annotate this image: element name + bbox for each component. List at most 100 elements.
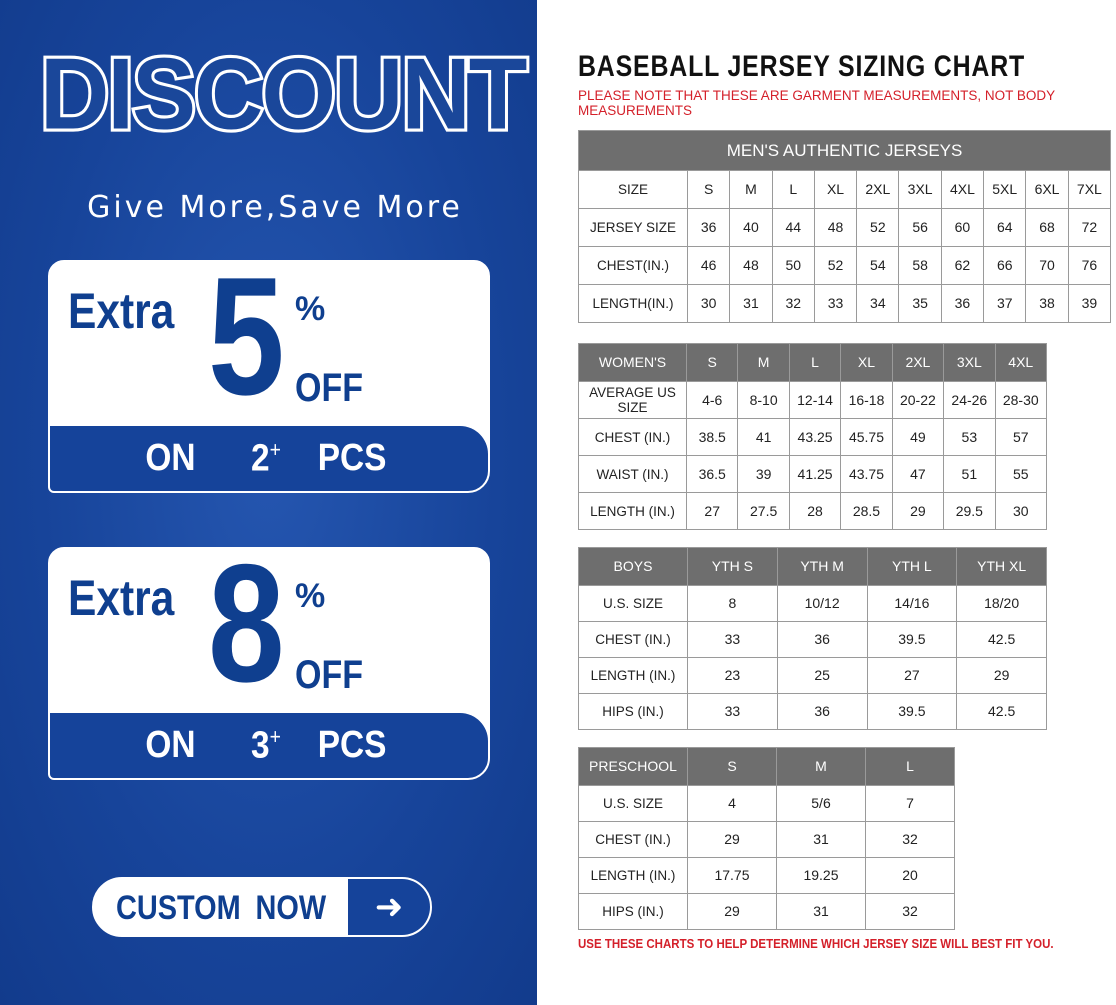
offer-pcs: PCS	[317, 437, 387, 479]
table-cell: 53	[943, 418, 996, 456]
header-cell: WOMEN'S	[578, 343, 687, 382]
table-cell: 36	[776, 621, 868, 658]
table-cell: 28.5	[840, 492, 893, 530]
table-cell: 5/6	[776, 785, 866, 822]
row-label: HIPS (IN.)	[578, 893, 688, 930]
header-cell: 2XL	[856, 170, 900, 209]
table-cell: 39.5	[866, 693, 958, 730]
table-cell: 31	[729, 284, 773, 323]
table-cell: 8	[687, 585, 778, 622]
table-cell: 17.75	[687, 857, 777, 894]
table-cell: 47	[891, 455, 945, 493]
table-cell: 24-26	[943, 381, 996, 419]
header-cell: L	[865, 747, 955, 786]
table-cell: 33	[687, 621, 778, 658]
header-cell: 4XL	[940, 170, 985, 209]
offer-off-label: OFF	[295, 653, 363, 697]
table-cell: 37	[983, 284, 1027, 323]
table-cell: 33	[687, 693, 778, 730]
offer-extra-label: Extra	[68, 570, 175, 626]
table-cell: 30	[686, 284, 731, 323]
table-cell: 18/20	[956, 585, 1047, 622]
table-cell: 36	[940, 284, 985, 323]
table-cell: 35	[898, 284, 942, 323]
table-cell: 8-10	[737, 381, 790, 419]
table-cell: 25	[776, 657, 868, 694]
table-cell: 34	[856, 284, 900, 323]
boys-size-table: BOYS YTH S YTH M YTH L YTH XL U.S. SIZE 8 10/12…	[578, 547, 1047, 730]
table-row: LENGTH(IN.) 30 31 32 33 34 35 36 37 38 39	[578, 284, 1112, 323]
table-cell: 38.5	[685, 418, 739, 456]
table-cell: 41.25	[788, 455, 842, 493]
header-cell: M	[776, 747, 866, 786]
table-cell: 43.25	[788, 418, 842, 456]
custom-now-button[interactable]: CUSTOM NOW ➜	[92, 877, 432, 937]
table-header-row: WOMEN'S S M L XL 2XL 3XL 4XL	[578, 343, 1047, 382]
offer-qty-plus: +	[269, 723, 281, 749]
table-cell: 62	[940, 246, 985, 285]
table-row: LENGTH (IN.) 27 27.5 28 28.5 29 29.5 30	[578, 492, 1047, 530]
offer-percent: %	[295, 577, 326, 615]
table-cell: 29.5	[943, 492, 996, 530]
table-cell: 42.5	[956, 693, 1047, 730]
header-cell: 6XL	[1025, 170, 1069, 209]
offer-on: ON	[145, 437, 196, 479]
header-cell: 4XL	[994, 343, 1047, 382]
table-cell: 72	[1067, 208, 1112, 247]
table-cell: 32	[771, 284, 815, 323]
offer-qty: 2+	[251, 437, 281, 481]
table-cell: 36.5	[685, 455, 739, 493]
table-row: CHEST (IN.) 38.5 41 43.25 45.75 49 53 57	[578, 418, 1047, 456]
preschool-size-table: PRESCHOOL S M L U.S. SIZE 4 5/6 7 CHEST (IN.) 29 3…	[578, 747, 955, 930]
header-cell: 3XL	[898, 170, 942, 209]
table-cell: 46	[686, 246, 731, 285]
header-cell: M	[737, 343, 790, 382]
table-cell: 49	[891, 418, 945, 456]
table-cell: 56	[898, 208, 942, 247]
table-cell: 60	[940, 208, 985, 247]
row-label: U.S. SIZE	[578, 585, 688, 622]
table-row: HIPS (IN.) 29 31 32	[578, 893, 955, 930]
header-cell: YTH M	[776, 547, 868, 586]
table-cell: 20-22	[891, 381, 945, 419]
offer-percent: %	[295, 290, 326, 328]
offer-card-2: Extra 8 % OFF ON 3+ PCS	[48, 547, 490, 780]
offer-qty: 3+	[251, 724, 281, 768]
table-cell: 29	[687, 821, 777, 858]
table-cell: 64	[983, 208, 1027, 247]
womens-size-table: WOMEN'S S M L XL 2XL 3XL 4XL AVERAGE US SIZE 4-6 8…	[578, 343, 1047, 530]
header-cell: L	[771, 170, 815, 209]
table-cell: 55	[994, 455, 1047, 493]
arrow-right-icon: ➜	[348, 879, 430, 935]
table-cell: 50	[771, 246, 815, 285]
promo-headline: DISCOUNT	[37, 35, 530, 154]
chart-note: PLEASE NOTE THAT THESE ARE GARMENT MEASU…	[578, 88, 1055, 118]
offer-off-label: OFF	[295, 366, 363, 410]
offer-qty-plus: +	[269, 436, 281, 462]
header-cell: YTH S	[687, 547, 778, 586]
custom-now-label: CUSTOM NOW	[116, 889, 327, 927]
header-cell: L	[788, 343, 842, 382]
table-cell: 7	[865, 785, 955, 822]
table-row: LENGTH (IN.) 23 25 27 29	[578, 657, 1047, 694]
table-cell: 28-30	[994, 381, 1047, 419]
header-cell: XL	[813, 170, 858, 209]
table-cell: 33	[813, 284, 858, 323]
chart-title: BASEBALL JERSEY SIZING CHART	[578, 50, 1026, 83]
offer-extra-label: Extra	[68, 283, 175, 339]
offer-condition: ON 2+ PCS	[50, 426, 488, 491]
row-label: CHEST (IN.)	[578, 621, 688, 658]
table-cell: 48	[729, 246, 773, 285]
table-cell: 39	[737, 455, 790, 493]
table-cell: 14/16	[866, 585, 958, 622]
offer-on: ON	[145, 724, 196, 766]
row-label: HIPS (IN.)	[578, 693, 688, 730]
header-cell: YTH L	[866, 547, 958, 586]
chart-footer: USE THESE CHARTS TO HELP DETERMINE WHICH…	[578, 937, 1054, 951]
row-label: LENGTH (IN.)	[578, 657, 688, 694]
table-cell: 70	[1025, 246, 1069, 285]
table-cell: 20	[865, 857, 955, 894]
row-label: LENGTH (IN.)	[578, 857, 688, 894]
table-cell: 27	[685, 492, 739, 530]
table-cell: 31	[776, 893, 866, 930]
